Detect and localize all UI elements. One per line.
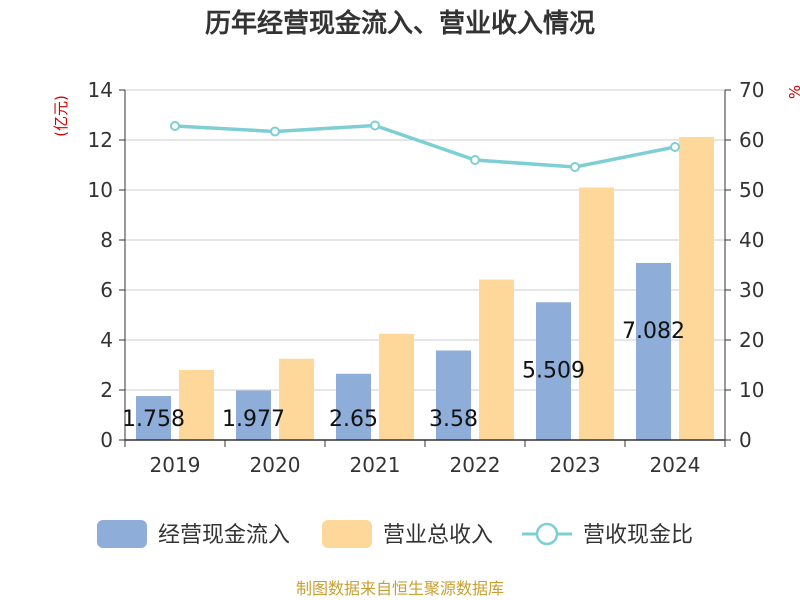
legend-swatch-ratio-marker	[535, 522, 559, 546]
x-tick-label: 2019	[150, 453, 201, 477]
bar-revenue	[579, 187, 614, 440]
bar-revenue	[179, 370, 214, 440]
bar-cash-inflow	[636, 262, 671, 440]
data-label-cash-inflow: 7.082	[622, 319, 685, 344]
bar-revenue	[379, 333, 414, 440]
left-tick-label: 0	[100, 428, 113, 452]
bar-revenue	[679, 137, 714, 440]
right-tick-label: 30	[739, 278, 764, 302]
left-tick-label: 10	[88, 178, 113, 202]
ratio-point	[470, 155, 480, 165]
legend-swatch-revenue	[322, 520, 372, 548]
right-tick-label: 0	[739, 428, 752, 452]
bar-cash-inflow	[436, 350, 471, 440]
chart-title: 历年经营现金流入、营业收入情况	[205, 8, 595, 39]
bars	[136, 137, 714, 440]
left-tick-label: 14	[88, 78, 113, 102]
data-label-cash-inflow: 3.58	[429, 407, 478, 432]
data-label-cash-inflow: 1.758	[122, 407, 185, 432]
ratio-line	[170, 120, 680, 172]
legend-swatch-cash-inflow	[97, 520, 147, 548]
x-tick-label: 2021	[350, 453, 401, 477]
right-tick-label: 50	[739, 178, 764, 202]
ratio-point	[570, 162, 580, 172]
bar-cash-inflow	[236, 390, 271, 440]
legend-label-cash-inflow: 经营现金流入	[158, 523, 290, 548]
bar-cash-inflow	[136, 396, 171, 440]
bar-revenue	[479, 279, 514, 440]
right-tick-label: 20	[739, 328, 764, 352]
bar-cash-inflow	[536, 302, 571, 440]
left-tick-label: 12	[88, 128, 113, 152]
ratio-line-path	[174, 123, 676, 169]
right-axis-unit: %	[786, 85, 800, 99]
x-tick-label: 2022	[450, 453, 501, 477]
ratio-point	[370, 120, 380, 131]
gridlines	[125, 89, 725, 391]
right-tick-label: 70	[739, 78, 764, 102]
ratio-point	[270, 126, 280, 137]
x-tick-label: 2020	[250, 453, 301, 477]
data-labels: 1.758 1.977 2.65 3.58 5.509 7.082	[122, 319, 685, 432]
left-axis-unit: (亿元)	[52, 95, 70, 137]
left-tick-label: 2	[100, 378, 113, 402]
bar-revenue	[279, 358, 314, 440]
ratio-point	[670, 142, 680, 152]
source-note: 制图数据来自恒生聚源数据库	[296, 579, 504, 598]
data-label-cash-inflow: 2.65	[329, 407, 378, 432]
left-tick-label: 4	[100, 328, 113, 352]
legend-label-revenue: 营业总收入	[383, 523, 493, 548]
left-tick-label: 8	[100, 228, 113, 252]
axes: 0 2 4 6 8 10 12 14 0 10 20 30 40 50 60 70 2019 2020 2021 20…	[88, 78, 765, 477]
x-tick-label: 2024	[650, 453, 701, 477]
legend: 经营现金流入 营业总收入 营收现金比	[97, 520, 693, 548]
right-tick-label: 60	[739, 128, 764, 152]
ratio-point	[170, 121, 180, 131]
bar-cash-inflow	[336, 373, 371, 440]
x-tick-label: 2023	[550, 453, 601, 477]
legend-label-ratio: 营收现金比	[583, 523, 693, 548]
data-label-cash-inflow: 1.977	[222, 407, 285, 432]
right-tick-label: 10	[739, 378, 764, 402]
right-tick-label: 40	[739, 228, 764, 252]
data-label-cash-inflow: 5.509	[522, 358, 585, 383]
left-tick-label: 6	[100, 278, 113, 302]
